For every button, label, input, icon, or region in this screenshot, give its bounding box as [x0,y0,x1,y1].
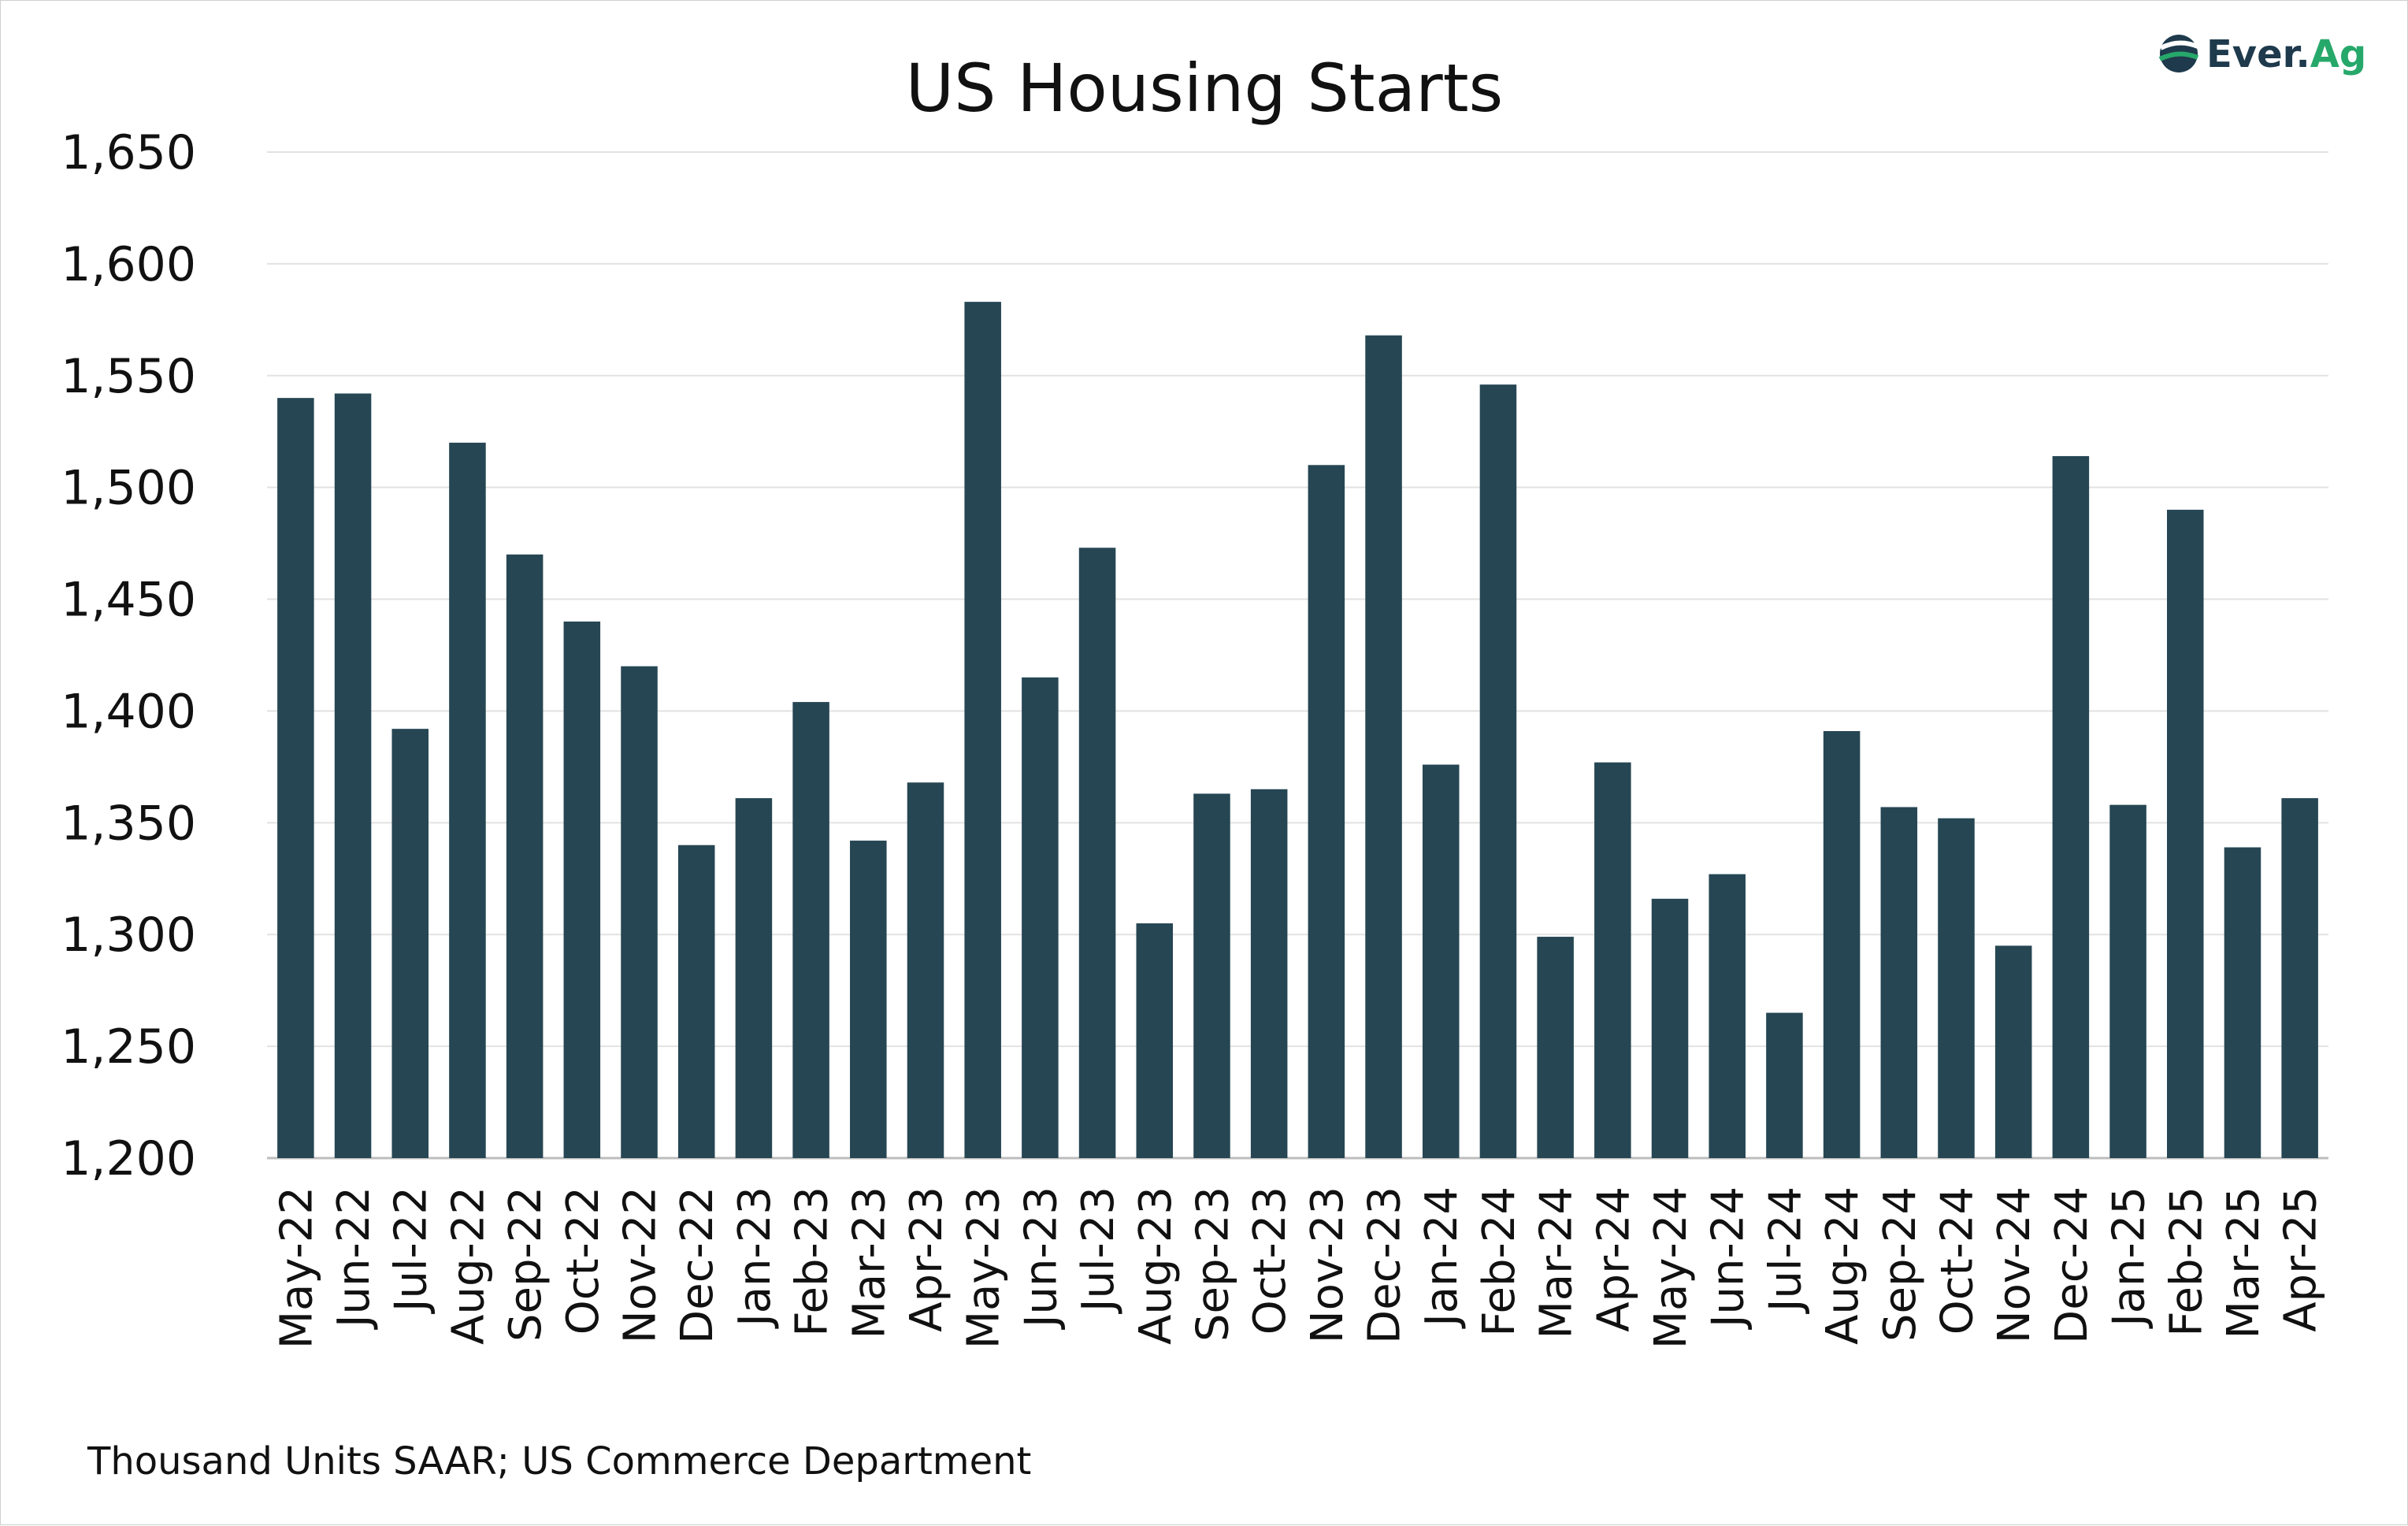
y-tick-label: 1,300 [61,908,196,963]
bar [1594,762,1631,1158]
y-tick-label: 1,400 [61,684,196,739]
x-tick-label: Mar-24 [1531,1186,1582,1339]
x-tick-label: Jan-24 [1416,1186,1467,1329]
bar [2281,798,2318,1158]
bar [964,302,1001,1158]
bar [1422,764,1460,1158]
x-tick-label: Jul-23 [1073,1186,1124,1314]
x-tick-label: Sep-23 [1187,1186,1238,1342]
y-tick-label: 1,200 [61,1131,196,1186]
bar [1537,937,1574,1158]
x-tick-label: Dec-24 [2046,1186,2098,1344]
x-tick-label: Nov-24 [1989,1186,2040,1343]
y-tick-label: 1,600 [61,237,196,292]
bar [1136,923,1174,1158]
bar [1365,335,1402,1159]
bar [850,841,887,1158]
x-tick-label: Feb-24 [1474,1186,1525,1337]
ever-ag-logo-icon [2158,35,2199,72]
bar [1766,1012,1803,1158]
bar [1709,874,1746,1158]
x-tick-label: Aug-24 [1817,1186,1868,1345]
bar [907,782,944,1158]
bar [2224,847,2261,1158]
ever-ag-logo: Ever.Ag [2158,32,2366,76]
bar [792,702,829,1158]
gridlines [267,151,2328,1160]
x-tick-label: Feb-25 [2161,1186,2212,1337]
x-tick-label: Oct-24 [1931,1186,1983,1335]
bar [1938,818,1975,1158]
x-tick-label: Apr-25 [2276,1186,2327,1332]
bar [1193,793,1230,1158]
x-tick-label: Nov-22 [615,1186,666,1343]
y-tick-label: 1,550 [61,349,196,404]
bar [621,666,658,1158]
x-tick-label: Feb-23 [787,1186,838,1337]
x-tick-label: May-22 [271,1186,322,1349]
y-tick-label: 1,650 [61,125,196,180]
x-tick-label: Jun-22 [328,1186,380,1330]
x-tick-label: Jul-24 [1760,1186,1811,1314]
bar [506,554,544,1158]
bar [1308,465,1345,1158]
x-tick-label: Jul-22 [386,1186,437,1314]
bar [1250,789,1288,1158]
bar [1823,730,1861,1158]
x-tick-label: Jan-23 [729,1186,781,1329]
bar [2109,804,2146,1158]
source-note: Thousand Units SAAR; US Commerce Departm… [87,1439,1031,1483]
y-tick-label: 1,500 [61,461,196,516]
bar [2167,510,2204,1158]
x-tick-label: Sep-22 [500,1186,551,1342]
bar [677,845,715,1158]
x-tick-label: Jun-24 [1703,1186,1754,1330]
y-tick-label: 1,250 [61,1019,196,1075]
bar [563,621,601,1158]
bar [449,442,486,1158]
x-tick-label: Nov-23 [1302,1186,1353,1343]
x-tick-label: Aug-22 [443,1186,494,1345]
bars [277,302,2318,1159]
chart-title: US Housing Starts [906,50,1504,127]
bar [1994,945,2032,1158]
x-tick-label: Dec-22 [672,1186,723,1344]
x-tick-label: Aug-23 [1130,1186,1182,1345]
bar [1880,807,1918,1158]
bar [1078,548,1116,1158]
bar [277,398,314,1159]
x-tick-label: Sep-24 [1875,1186,1926,1342]
x-tick-label: Mar-25 [2218,1186,2269,1339]
bar [2052,455,2090,1158]
bar [1022,677,1059,1158]
y-axis-ticks: 1,200 1,250 1,300 1,350 1,400 1,450 1,500 1,550… [61,125,196,1186]
x-tick-label: Mar-23 [844,1186,895,1339]
x-tick-label: Oct-23 [1245,1186,1296,1335]
x-tick-label: Apr-23 [901,1186,952,1332]
x-axis-ticks: May-22 Jun-22 Jul-22 Aug-22 Sep-22 Oct-22 Nov-… [271,1186,2326,1349]
x-tick-label: Apr-24 [1588,1186,1639,1332]
bar [391,729,429,1158]
y-tick-label: 1,450 [61,573,196,628]
bar [334,393,372,1159]
x-tick-label: Jun-23 [1015,1186,1067,1330]
y-tick-label: 1,350 [61,796,196,851]
x-tick-label: Jan-25 [2104,1186,2155,1329]
logo-text: Ever.Ag [2206,32,2366,76]
bar [1479,384,1517,1158]
bar [735,798,773,1158]
bar [1651,898,1689,1158]
x-tick-label: Dec-23 [1360,1186,1411,1344]
x-tick-label: May-23 [959,1186,1010,1349]
x-tick-label: May-24 [1646,1186,1697,1349]
x-tick-label: Oct-22 [558,1186,609,1335]
